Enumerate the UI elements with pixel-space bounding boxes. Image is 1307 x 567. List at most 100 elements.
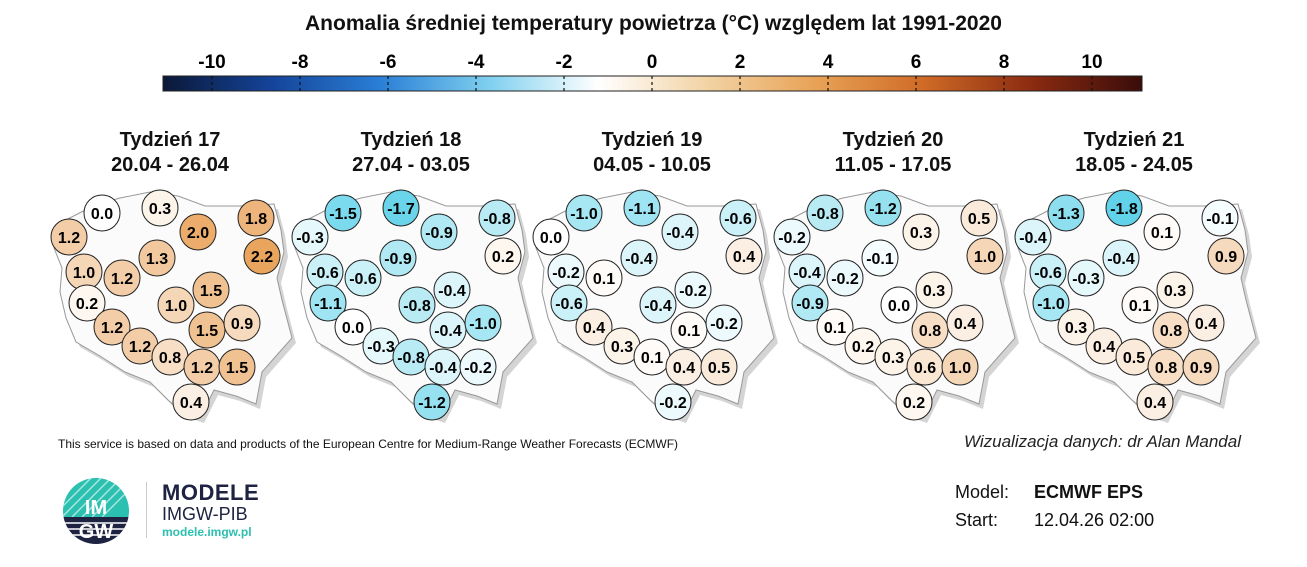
region-anomaly-marker: -0.6 [306,253,344,291]
region-anomaly-marker: 1.2 [50,218,88,256]
anomaly-circle [478,199,516,237]
region-anomaly-marker: -1.0 [464,304,502,342]
region-anomaly-marker: 0.4 [665,348,703,386]
anomaly-value: 2.0 [187,225,209,242]
week-dates: 04.05 - 10.05 [593,154,711,176]
anomaly-circle [960,199,998,237]
region-anomaly-marker: -0.2 [826,259,864,297]
anomaly-value: 0.9 [231,316,253,333]
region-anomaly-marker: 0.4 [725,237,763,275]
region-anomaly-marker: -0.2 [654,383,692,421]
region-anomaly-marker: 1.5 [192,271,230,309]
colorbar-tick-label: -10 [198,52,225,73]
anomaly-value: 1.2 [129,339,151,356]
anomaly-value: -0.3 [1072,271,1100,288]
region-anomaly-marker: 0.5 [960,199,998,237]
anomaly-value: 0.8 [1160,323,1182,340]
region-anomaly-marker: -0.3 [291,218,329,256]
region-anomaly-marker: 0.1 [585,259,623,297]
region-anomaly-marker: 1.0 [65,253,103,291]
colorbar-tick-label: -6 [380,52,397,73]
anomaly-circle [103,259,141,297]
anomaly-circle [1136,383,1174,421]
anomaly-circle [1105,189,1143,227]
anomaly-circle [382,189,420,227]
region-anomaly-marker: 0.1 [670,311,708,349]
anomaly-value: 0.3 [882,350,904,367]
anomaly-value: -0.2 [679,283,707,300]
region-anomaly-marker: -0.8 [806,194,844,232]
region-anomaly-marker: -0.6 [550,284,588,322]
region-anomaly-marker: 0.2 [484,237,522,275]
region-anomaly-marker: 0.8 [151,338,189,376]
anomaly-circle [379,239,417,277]
anomaly-value: 0.2 [492,249,514,266]
brand-url[interactable]: modele.imgw.pl [162,525,252,539]
anomaly-value: -0.9 [796,296,824,313]
anomaly-value: -1.1 [314,296,342,313]
region-anomaly-marker: 0.4 [1136,383,1174,421]
anomaly-value: 1.2 [58,230,80,247]
anomaly-value: -0.2 [659,395,687,412]
anomaly-circle [966,237,1004,275]
start-label: Start: [955,510,999,530]
anomaly-value: 1.5 [196,323,218,340]
anomaly-circle [179,213,217,251]
anomaly-circle [532,218,570,256]
colorbar-legend: -10 -8 -6 -4 -2 0 2 4 6 8 10 [162,52,1143,92]
anomaly-value: -0.8 [403,298,431,315]
colorbar-tick-label: 10 [1081,52,1102,73]
anomaly-value: -0.2 [831,271,859,288]
anomaly-value: 0.1 [1151,225,1173,242]
anomaly-value: 1.0 [165,298,187,315]
anomaly-value: -0.4 [438,283,466,300]
colorbar-tick-label: -2 [556,52,573,73]
anomaly-value: -1.2 [869,201,897,218]
start-value: 12.04.26 02:00 [1034,510,1155,530]
anomaly-value: -0.6 [1034,265,1062,282]
anomaly-value: 0.2 [76,296,98,313]
region-anomaly-marker: 0.3 [141,189,179,227]
anomaly-value: -1.1 [628,201,656,218]
region-anomaly-marker: -0.6 [719,199,757,237]
anomaly-circle [700,348,738,386]
week-label: Tydzień 17 [119,129,221,151]
anomaly-value: -1.0 [570,206,598,223]
anomaly-circle [344,259,382,297]
anomaly-value: 1.3 [146,251,168,268]
region-anomaly-marker: 0.1 [1121,286,1159,324]
region-anomaly-marker: 1.2 [103,259,141,297]
region-anomaly-marker: -1.1 [309,284,347,322]
anomaly-circle [433,271,471,309]
anomaly-value: 1.8 [245,211,267,228]
colorbar-tick-label: 2 [735,52,746,73]
anomaly-value: 1.0 [949,360,971,377]
region-anomaly-marker: 1.5 [188,311,226,349]
region-anomaly-marker: 1.0 [966,237,1004,275]
week-dates: 27.04 - 03.05 [352,154,470,176]
anomaly-circle [791,284,829,322]
region-anomaly-marker: -0.4 [620,239,658,277]
anomaly-circle [324,194,362,232]
colorbar-tick-label: 0 [647,52,658,73]
colorbar-tick-label: -4 [468,52,485,73]
region-anomaly-marker: 0.8 [1152,311,1190,349]
region-anomaly-marker: -0.2 [773,218,811,256]
anomaly-circle [806,194,844,232]
brand-name: MODELE [162,480,260,505]
region-anomaly-marker: -1.2 [413,383,451,421]
anomaly-value: 0.3 [1065,320,1087,337]
anomaly-circle [623,189,661,227]
anomaly-circle [902,213,940,251]
anomaly-value: 0.4 [1144,395,1166,412]
anomaly-circle [915,271,953,309]
anomaly-circle [654,383,692,421]
logo-divider [146,482,147,538]
anomaly-value: 1.2 [111,271,133,288]
anomaly-value: 0.3 [1164,283,1186,300]
anomaly-circle [484,237,522,275]
anomaly-value: 0.0 [540,230,562,247]
anomaly-circle [1067,259,1105,297]
colorbar-tick-label: 6 [911,52,922,73]
region-anomaly-marker: -0.2 [674,271,712,309]
